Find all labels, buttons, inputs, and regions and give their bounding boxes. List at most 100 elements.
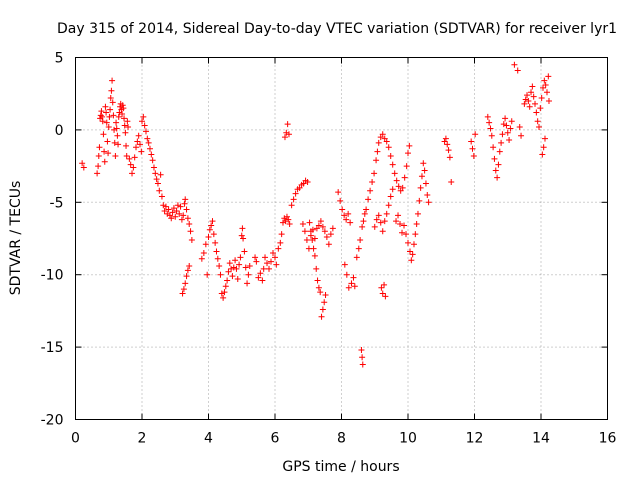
data-point bbox=[309, 226, 316, 233]
data-point bbox=[416, 197, 423, 204]
data-point bbox=[395, 212, 402, 219]
data-point bbox=[119, 110, 126, 117]
data-point bbox=[216, 263, 223, 270]
x-axis-label: GPS time / hours bbox=[282, 459, 399, 475]
data-point bbox=[311, 235, 318, 242]
data-point bbox=[283, 213, 290, 220]
x-tick-label: 4 bbox=[204, 431, 213, 447]
data-point bbox=[270, 249, 277, 256]
data-point bbox=[538, 95, 545, 102]
data-point bbox=[418, 173, 425, 180]
data-point bbox=[284, 121, 291, 128]
data-point bbox=[508, 118, 515, 125]
data-point bbox=[123, 142, 130, 149]
data-point bbox=[278, 231, 285, 238]
data-point bbox=[140, 113, 147, 120]
data-point bbox=[141, 122, 148, 129]
data-point bbox=[94, 170, 101, 177]
data-point bbox=[389, 186, 396, 193]
data-point bbox=[345, 284, 352, 291]
data-point bbox=[241, 248, 248, 255]
data-point bbox=[504, 129, 511, 136]
data-point bbox=[339, 206, 346, 213]
data-point bbox=[444, 141, 451, 148]
data-point bbox=[179, 290, 186, 297]
data-point bbox=[266, 265, 273, 272]
data-point bbox=[120, 105, 127, 112]
data-point bbox=[422, 180, 429, 187]
data-point bbox=[379, 290, 386, 297]
data-point bbox=[107, 106, 114, 113]
data-point bbox=[360, 218, 367, 225]
data-point bbox=[373, 216, 380, 223]
data-point bbox=[545, 73, 552, 80]
data-point bbox=[149, 157, 156, 164]
data-point bbox=[109, 77, 116, 84]
data-point bbox=[200, 249, 207, 256]
data-point bbox=[106, 113, 113, 120]
data-point bbox=[252, 254, 259, 261]
data-point bbox=[371, 223, 378, 230]
axis-ticks: 0 2 4 6 8 10 12 14 16 5 0 -5 -10 -15 -20 bbox=[41, 51, 617, 447]
data-point bbox=[514, 67, 521, 74]
data-point bbox=[188, 236, 195, 243]
data-point bbox=[239, 225, 246, 232]
data-point bbox=[399, 184, 406, 191]
data-point bbox=[172, 213, 179, 220]
data-point bbox=[393, 177, 400, 184]
data-point bbox=[119, 102, 126, 109]
data-point bbox=[186, 221, 193, 228]
data-point bbox=[537, 105, 544, 112]
data-point bbox=[379, 131, 386, 138]
data-point bbox=[303, 236, 310, 243]
data-point bbox=[541, 135, 548, 142]
data-point bbox=[115, 141, 122, 148]
data-point bbox=[412, 231, 419, 238]
data-point bbox=[337, 197, 344, 204]
data-point bbox=[526, 103, 533, 110]
data-point bbox=[292, 190, 299, 197]
data-point bbox=[111, 139, 118, 146]
data-point bbox=[253, 258, 260, 265]
data-point bbox=[511, 61, 518, 68]
data-point bbox=[230, 264, 237, 271]
data-point bbox=[496, 148, 503, 155]
data-point bbox=[229, 273, 236, 280]
data-point bbox=[375, 139, 382, 146]
y-tick-label: -15 bbox=[41, 340, 64, 356]
data-point bbox=[281, 215, 288, 222]
data-point bbox=[96, 144, 103, 151]
data-point bbox=[228, 265, 235, 272]
data-point bbox=[348, 280, 355, 287]
data-point bbox=[257, 270, 264, 277]
data-point bbox=[492, 167, 499, 174]
data-point bbox=[499, 131, 506, 138]
data-point bbox=[288, 202, 295, 209]
data-point bbox=[345, 210, 352, 217]
data-point bbox=[162, 203, 169, 210]
data-point bbox=[277, 239, 284, 246]
data-point bbox=[124, 118, 131, 125]
data-point bbox=[401, 222, 408, 229]
data-point bbox=[279, 219, 286, 226]
x-tick-label: 16 bbox=[599, 431, 617, 447]
y-tick-label: -10 bbox=[41, 268, 64, 284]
data-point bbox=[385, 202, 392, 209]
data-point bbox=[80, 164, 87, 171]
data-point bbox=[319, 223, 326, 230]
data-point bbox=[165, 206, 172, 213]
data-point bbox=[365, 196, 372, 203]
data-point bbox=[495, 161, 502, 168]
data-point bbox=[236, 261, 243, 268]
data-point bbox=[301, 228, 308, 235]
data-point bbox=[387, 193, 394, 200]
data-point bbox=[290, 196, 297, 203]
data-point bbox=[351, 283, 358, 290]
data-point bbox=[153, 176, 160, 183]
data-point bbox=[305, 245, 312, 252]
data-point bbox=[442, 135, 449, 142]
data-point bbox=[314, 277, 321, 284]
data-point bbox=[359, 354, 366, 361]
data-point bbox=[374, 148, 381, 155]
data-point bbox=[383, 210, 390, 217]
